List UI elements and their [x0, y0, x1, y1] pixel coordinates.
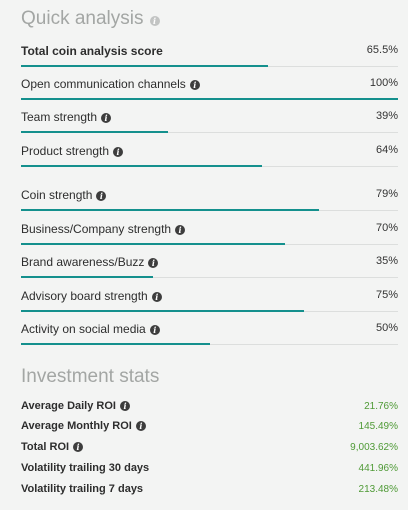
info-icon[interactable]: i	[113, 147, 124, 157]
metric-value: 79%	[375, 188, 398, 200]
investment-stats-heading: Investment stats	[21, 366, 159, 388]
stat-average-monthly-roi: Average Monthly ROI i 145.49%	[21, 420, 398, 438]
progress-fill	[21, 98, 398, 100]
metric-label: Total coin analysis score	[21, 44, 163, 58]
progress-fill	[21, 209, 319, 211]
metric-advisory-board: Advisory board strength i 75%	[21, 289, 398, 319]
stat-value: 21.76%	[364, 401, 398, 412]
progress-fill	[21, 310, 304, 312]
progress-fill	[21, 276, 153, 278]
metric-value: 64%	[375, 144, 398, 156]
metric-value: 39%	[375, 110, 398, 122]
metric-value: 50%	[375, 322, 398, 334]
investment-stats-title: Investment stats	[21, 366, 160, 387]
progress-fill	[21, 243, 285, 245]
info-icon[interactable]: i	[73, 442, 84, 452]
metric-coin-strength: Coin strength i 79%	[21, 188, 398, 218]
metric-value: 70%	[375, 222, 398, 234]
progress-fill	[21, 65, 268, 67]
metric-label: Advisory board strength i	[21, 289, 162, 303]
stat-value: 213.48%	[358, 484, 398, 495]
info-icon[interactable]: i	[189, 80, 200, 90]
metric-value: 35%	[375, 255, 398, 267]
metric-product-strength: Product strength i 64%	[21, 144, 398, 174]
metric-label: Open communication channels i	[21, 77, 200, 91]
info-icon[interactable]: i	[149, 325, 160, 335]
metric-value: 75%	[375, 289, 398, 301]
metric-value: 65.5%	[366, 44, 398, 56]
metric-label: Coin strength i	[21, 188, 107, 202]
stat-label: Volatility trailing 30 days	[21, 462, 150, 474]
stat-volatility-7-days: Volatility trailing 7 days 213.48%	[21, 483, 398, 501]
progress-fill	[21, 131, 169, 133]
progress-fill	[21, 343, 210, 345]
stat-label: Average Daily ROI i	[21, 400, 130, 412]
info-icon[interactable]: i	[149, 15, 160, 26]
info-icon[interactable]: i	[148, 258, 159, 268]
quick-analysis-title: Quick analysis	[21, 8, 144, 29]
stat-label: Volatility trailing 7 days	[21, 483, 144, 495]
metric-social-media: Activity on social media i 50%	[21, 322, 398, 352]
stat-label: Average Monthly ROI i	[21, 420, 146, 432]
stat-average-daily-roi: Average Daily ROI i 21.76%	[21, 400, 398, 418]
stat-total-roi: Total ROI i 9,003.62%	[21, 441, 398, 459]
metric-label: Brand awareness/Buzz i	[21, 255, 159, 269]
metric-business-strength: Business/Company strength i 70%	[21, 222, 398, 252]
stat-label: Total ROI i	[21, 441, 84, 453]
stat-value: 441.96%	[358, 463, 398, 474]
progress-fill	[21, 165, 263, 167]
metric-team-strength: Team strength i 39%	[21, 110, 398, 140]
stat-value: 9,003.62%	[350, 442, 398, 453]
metric-value: 100%	[369, 77, 398, 89]
metric-brand-awareness: Brand awareness/Buzz i 35%	[21, 255, 398, 285]
stat-value: 145.49%	[358, 421, 398, 432]
progress-track	[21, 277, 398, 278]
info-icon[interactable]: i	[135, 421, 146, 431]
quick-analysis-heading: Quick analysis i	[21, 8, 160, 30]
metric-label: Product strength i	[21, 144, 124, 158]
info-icon[interactable]: i	[101, 113, 112, 123]
info-icon[interactable]: i	[119, 401, 130, 411]
info-icon[interactable]: i	[96, 191, 107, 201]
progress-track	[21, 344, 398, 345]
stat-volatility-30-days: Volatility trailing 30 days 441.96%	[21, 462, 398, 480]
metric-label: Business/Company strength i	[21, 222, 186, 236]
metric-label: Team strength i	[21, 110, 112, 124]
metric-label: Activity on social media i	[21, 322, 160, 336]
metric-open-communication: Open communication channels i 100%	[21, 77, 398, 107]
progress-track	[21, 132, 398, 133]
info-icon[interactable]: i	[151, 292, 162, 302]
metric-total-score: Total coin analysis score 65.5%	[21, 44, 398, 74]
info-icon[interactable]: i	[175, 225, 186, 235]
